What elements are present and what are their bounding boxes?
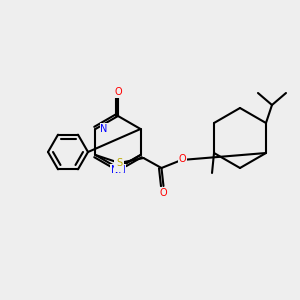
Text: O: O xyxy=(179,154,186,164)
Text: N: N xyxy=(100,124,108,134)
Text: S: S xyxy=(116,158,122,168)
Text: NH: NH xyxy=(111,165,125,175)
Text: O: O xyxy=(115,161,123,171)
Text: O: O xyxy=(114,87,122,97)
Text: O: O xyxy=(160,188,167,198)
